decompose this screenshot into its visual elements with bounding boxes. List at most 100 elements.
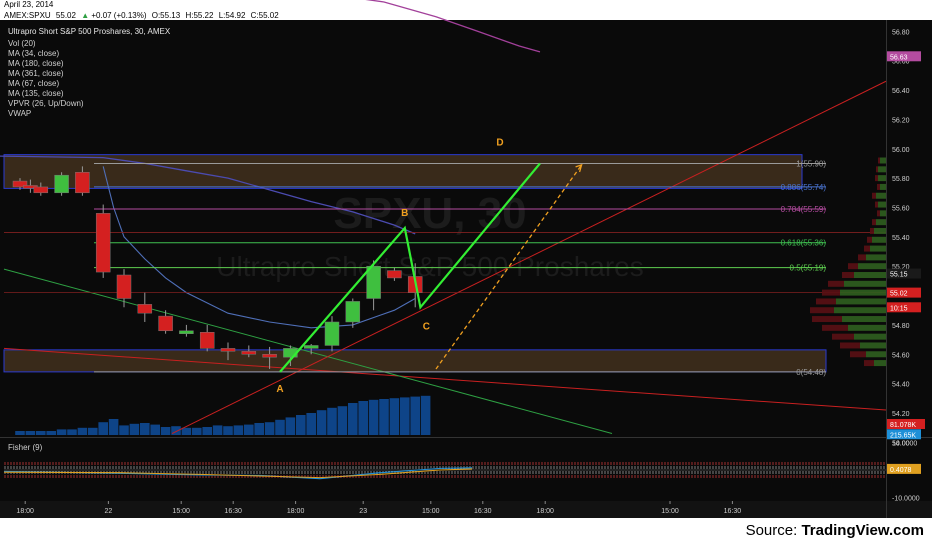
volume-profile-up: [834, 307, 886, 314]
volume-profile-up: [840, 289, 886, 296]
volume-profile-up: [876, 219, 886, 226]
candle-up: [303, 345, 319, 349]
volume-bar: [264, 422, 275, 435]
trend-line: [3, 347, 887, 411]
volume-profile-down: [878, 157, 880, 164]
volume-profile-up: [876, 192, 886, 199]
volume-bar: [306, 413, 316, 435]
fisher-y-tick: -10.0000: [892, 495, 920, 502]
y-tick-label: 54.60: [892, 352, 910, 359]
supply-demand-zone: [3, 154, 803, 189]
volume-profile-up: [844, 280, 886, 287]
y-tick-label: 54.40: [892, 382, 910, 389]
y-tick-label: 55.80: [892, 176, 910, 183]
volume-bar: [337, 406, 348, 435]
volume-profile-up: [880, 210, 886, 217]
time-axis-bar: [0, 501, 932, 518]
volume-profile-up: [860, 342, 886, 349]
volume-profile-down: [822, 289, 840, 296]
volume-bar: [15, 431, 25, 435]
x-tick-label: 16:30: [474, 508, 492, 515]
volume-profile-up: [848, 324, 886, 331]
volume-profile-down: [875, 201, 878, 208]
chart-date: April 23, 2014: [4, 0, 54, 9]
price-badge-label: 56.63: [890, 54, 908, 61]
candle-down: [241, 351, 257, 355]
volume-profile-down: [828, 280, 844, 287]
volume-bar: [327, 407, 337, 435]
price-badge: [887, 268, 921, 279]
volume-profile-up: [872, 236, 886, 243]
candle-down: [33, 186, 49, 194]
volume-bar: [275, 419, 285, 435]
ma-line: [365, 0, 541, 53]
y-tick-label: 55.40: [892, 235, 910, 242]
y-tick-label: 56.20: [892, 117, 910, 124]
price-badge: [887, 51, 921, 62]
volume-profile-down: [867, 236, 872, 243]
candle-down: [75, 172, 90, 194]
volume-bar: [316, 410, 327, 435]
volume-profile-down: [870, 227, 874, 234]
volume-bar: [410, 396, 420, 435]
volume-profile-down: [864, 360, 874, 367]
volume-profile-down: [876, 166, 878, 173]
volume-profile: [810, 157, 886, 367]
ma-line: [0, 155, 416, 235]
volume-profile-up: [878, 175, 886, 182]
volume-profile-down: [877, 210, 880, 217]
candle-up: [54, 174, 69, 194]
y-tick-label: 55.20: [892, 264, 910, 271]
price-badge-label: 10:15: [890, 305, 908, 312]
volume-profile-down: [872, 219, 876, 226]
ohlc-open: O:55.13: [151, 11, 181, 20]
volume-profile-up: [854, 272, 886, 279]
watermark-name: Ultrapro Short S&P 500 Proshares: [216, 251, 643, 282]
volume-bar: [254, 423, 264, 435]
y-tick-label: 54.20: [892, 411, 910, 418]
y-tick-label: 56.00: [892, 147, 910, 154]
pattern-point-label: A: [276, 384, 283, 395]
volume-profile-down: [840, 342, 860, 349]
volume-profile-up: [866, 351, 886, 358]
y-tick-label: 56.40: [892, 88, 910, 95]
volume-profile-down: [832, 333, 854, 340]
abcd-pattern-line: [279, 162, 541, 373]
x-tick-label: 18:00: [287, 508, 305, 515]
volume-badge: [887, 419, 925, 429]
indicator-label: VWAP: [8, 109, 31, 118]
projection-arrow-icon: [575, 163, 583, 173]
ohlc-low: L:54.92: [218, 11, 246, 20]
volume-bar: [192, 427, 202, 435]
y-tick-label: 55.60: [892, 205, 910, 212]
fisher-badge: [887, 463, 921, 474]
x-tick-label: 15:00: [172, 508, 190, 515]
volume-bar: [389, 398, 400, 435]
fisher-trigger-line: [3, 468, 473, 479]
y-tick-label: 54.80: [892, 323, 910, 330]
last-price: 55.02: [55, 11, 76, 20]
indicator-label: MA (67, close): [8, 79, 59, 88]
source-prefix: Source:: [745, 522, 802, 539]
candle-down: [262, 354, 277, 358]
volume-profile-down: [850, 351, 866, 358]
volume-profile-up: [874, 360, 886, 367]
change-up-icon: ▲: [81, 11, 90, 20]
volume-bar: [129, 423, 140, 435]
volume-bar: [202, 427, 212, 435]
volume-bar: [46, 431, 56, 435]
candle-down: [387, 270, 402, 279]
change-value: +0.07 (+0.13%): [91, 11, 147, 20]
supply-demand-zone: [3, 349, 827, 373]
volume-bar: [88, 427, 98, 435]
volume-profile-down: [848, 263, 858, 270]
volume-bar: [420, 395, 431, 435]
fib-level-label: 0.886(55.74): [781, 183, 827, 192]
volume-bar: [150, 424, 160, 435]
x-tick-label: 16:30: [724, 508, 742, 515]
volume-badge-label: 81.078K: [890, 422, 916, 429]
fisher-title: Fisher (9): [8, 443, 43, 452]
volume-bar: [223, 426, 233, 435]
price-badge: [887, 429, 921, 440]
